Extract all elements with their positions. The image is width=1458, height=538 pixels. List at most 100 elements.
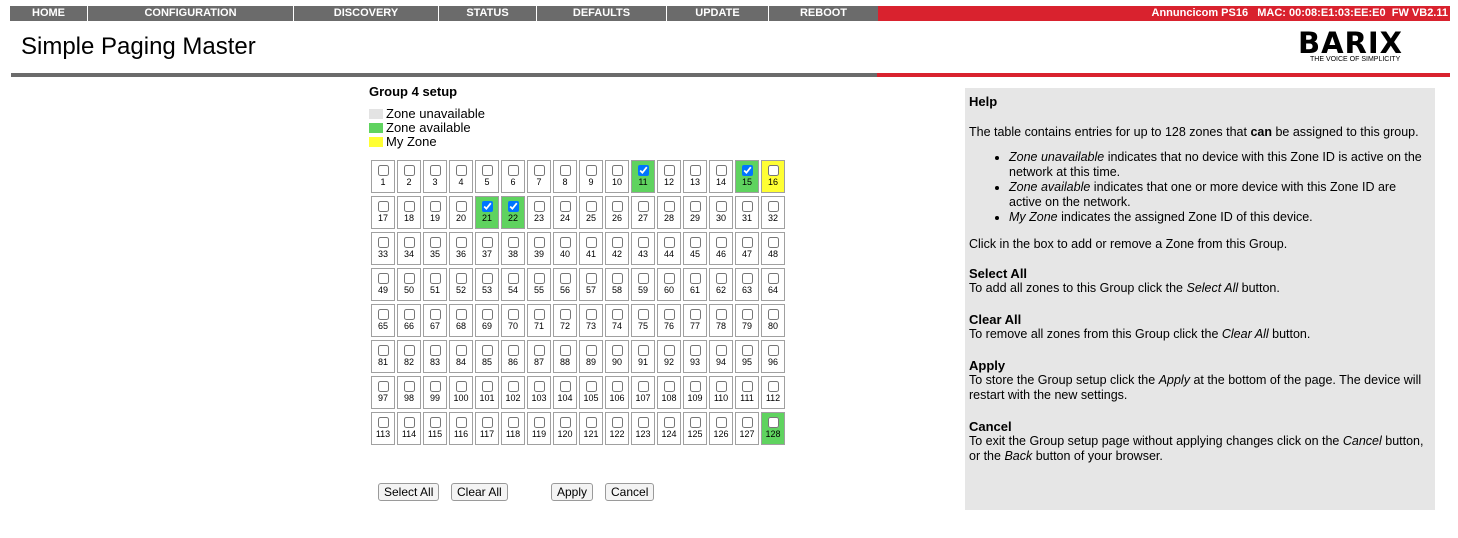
zone-checkbox[interactable] xyxy=(715,237,727,248)
zone-checkbox[interactable] xyxy=(507,201,519,212)
zone-checkbox[interactable] xyxy=(637,345,649,356)
zone-checkbox[interactable] xyxy=(559,381,571,392)
zone-checkbox[interactable] xyxy=(585,273,597,284)
zone-checkbox[interactable] xyxy=(455,237,467,248)
zone-checkbox[interactable] xyxy=(533,273,545,284)
zone-checkbox[interactable] xyxy=(689,201,701,212)
zone-checkbox[interactable] xyxy=(533,165,545,176)
zone-checkbox[interactable] xyxy=(715,381,727,392)
zone-checkbox[interactable] xyxy=(767,381,779,392)
zone-checkbox[interactable] xyxy=(715,273,727,284)
zone-checkbox[interactable] xyxy=(585,165,597,176)
zone-checkbox[interactable] xyxy=(767,201,779,212)
zone-checkbox[interactable] xyxy=(663,201,675,212)
zone-checkbox[interactable] xyxy=(637,381,649,392)
zone-checkbox[interactable] xyxy=(559,165,571,176)
zone-checkbox[interactable] xyxy=(481,381,493,392)
zone-checkbox[interactable] xyxy=(559,309,571,320)
zone-checkbox[interactable] xyxy=(611,165,623,176)
zone-checkbox[interactable] xyxy=(663,309,675,320)
zone-checkbox[interactable] xyxy=(741,345,753,356)
button[interactable]: Clear All xyxy=(451,483,508,501)
zone-checkbox[interactable] xyxy=(741,201,753,212)
zone-checkbox[interactable] xyxy=(611,417,623,428)
zone-checkbox[interactable] xyxy=(585,417,597,428)
zone-checkbox[interactable] xyxy=(377,273,389,284)
zone-checkbox[interactable] xyxy=(507,381,519,392)
zone-checkbox[interactable] xyxy=(559,201,571,212)
zone-checkbox[interactable] xyxy=(377,381,389,392)
zone-checkbox[interactable] xyxy=(455,417,467,428)
zone-checkbox[interactable] xyxy=(403,309,415,320)
zone-checkbox[interactable] xyxy=(403,345,415,356)
zone-checkbox[interactable] xyxy=(637,237,649,248)
zone-checkbox[interactable] xyxy=(403,381,415,392)
zone-checkbox[interactable] xyxy=(481,345,493,356)
zone-checkbox[interactable] xyxy=(741,309,753,320)
zone-checkbox[interactable] xyxy=(533,381,545,392)
zone-checkbox[interactable] xyxy=(403,237,415,248)
zone-checkbox[interactable] xyxy=(637,165,649,176)
zone-checkbox[interactable] xyxy=(377,345,389,356)
zone-checkbox[interactable] xyxy=(585,309,597,320)
zone-checkbox[interactable] xyxy=(689,417,701,428)
zone-checkbox[interactable] xyxy=(533,237,545,248)
button[interactable]: Select All xyxy=(378,483,440,501)
zone-checkbox[interactable] xyxy=(507,345,519,356)
zone-checkbox[interactable] xyxy=(689,237,701,248)
zone-checkbox[interactable] xyxy=(481,273,493,284)
zone-checkbox[interactable] xyxy=(767,345,779,356)
zone-checkbox[interactable] xyxy=(689,273,701,284)
zone-checkbox[interactable] xyxy=(663,237,675,248)
zone-checkbox[interactable] xyxy=(611,309,623,320)
zone-checkbox[interactable] xyxy=(533,309,545,320)
nav-update[interactable]: UPDATE xyxy=(667,6,769,21)
button[interactable]: Apply xyxy=(551,483,594,501)
zone-checkbox[interactable] xyxy=(559,237,571,248)
zone-checkbox[interactable] xyxy=(507,165,519,176)
zone-checkbox[interactable] xyxy=(741,165,753,176)
zone-checkbox[interactable] xyxy=(377,309,389,320)
zone-checkbox[interactable] xyxy=(507,417,519,428)
zone-checkbox[interactable] xyxy=(533,345,545,356)
zone-checkbox[interactable] xyxy=(481,201,493,212)
zone-checkbox[interactable] xyxy=(533,201,545,212)
zone-checkbox[interactable] xyxy=(689,309,701,320)
zone-checkbox[interactable] xyxy=(611,237,623,248)
zone-checkbox[interactable] xyxy=(455,165,467,176)
zone-checkbox[interactable] xyxy=(637,309,649,320)
zone-checkbox[interactable] xyxy=(611,273,623,284)
zone-checkbox[interactable] xyxy=(715,165,727,176)
zone-checkbox[interactable] xyxy=(715,417,727,428)
zone-checkbox[interactable] xyxy=(481,417,493,428)
zone-checkbox[interactable] xyxy=(741,417,753,428)
zone-checkbox[interactable] xyxy=(377,165,389,176)
zone-checkbox[interactable] xyxy=(689,381,701,392)
zone-checkbox[interactable] xyxy=(611,201,623,212)
zone-checkbox[interactable] xyxy=(741,381,753,392)
zone-checkbox[interactable] xyxy=(767,165,779,176)
zone-checkbox[interactable] xyxy=(689,165,701,176)
zone-checkbox[interactable] xyxy=(663,381,675,392)
zone-checkbox[interactable] xyxy=(689,345,701,356)
zone-checkbox[interactable] xyxy=(377,237,389,248)
nav-configuration[interactable]: CONFIGURATION xyxy=(88,6,294,21)
zone-checkbox[interactable] xyxy=(429,345,441,356)
zone-checkbox[interactable] xyxy=(715,309,727,320)
zone-checkbox[interactable] xyxy=(455,309,467,320)
nav-reboot[interactable]: REBOOT xyxy=(769,6,878,21)
zone-checkbox[interactable] xyxy=(559,345,571,356)
zone-checkbox[interactable] xyxy=(429,237,441,248)
zone-checkbox[interactable] xyxy=(403,165,415,176)
zone-checkbox[interactable] xyxy=(403,201,415,212)
nav-home[interactable]: HOME xyxy=(10,6,88,21)
zone-checkbox[interactable] xyxy=(585,381,597,392)
zone-checkbox[interactable] xyxy=(767,309,779,320)
nav-discovery[interactable]: DISCOVERY xyxy=(294,6,439,21)
zone-checkbox[interactable] xyxy=(481,165,493,176)
zone-checkbox[interactable] xyxy=(585,201,597,212)
zone-checkbox[interactable] xyxy=(429,417,441,428)
nav-defaults[interactable]: DEFAULTS xyxy=(537,6,667,21)
zone-checkbox[interactable] xyxy=(455,273,467,284)
button[interactable]: Cancel xyxy=(605,483,655,501)
